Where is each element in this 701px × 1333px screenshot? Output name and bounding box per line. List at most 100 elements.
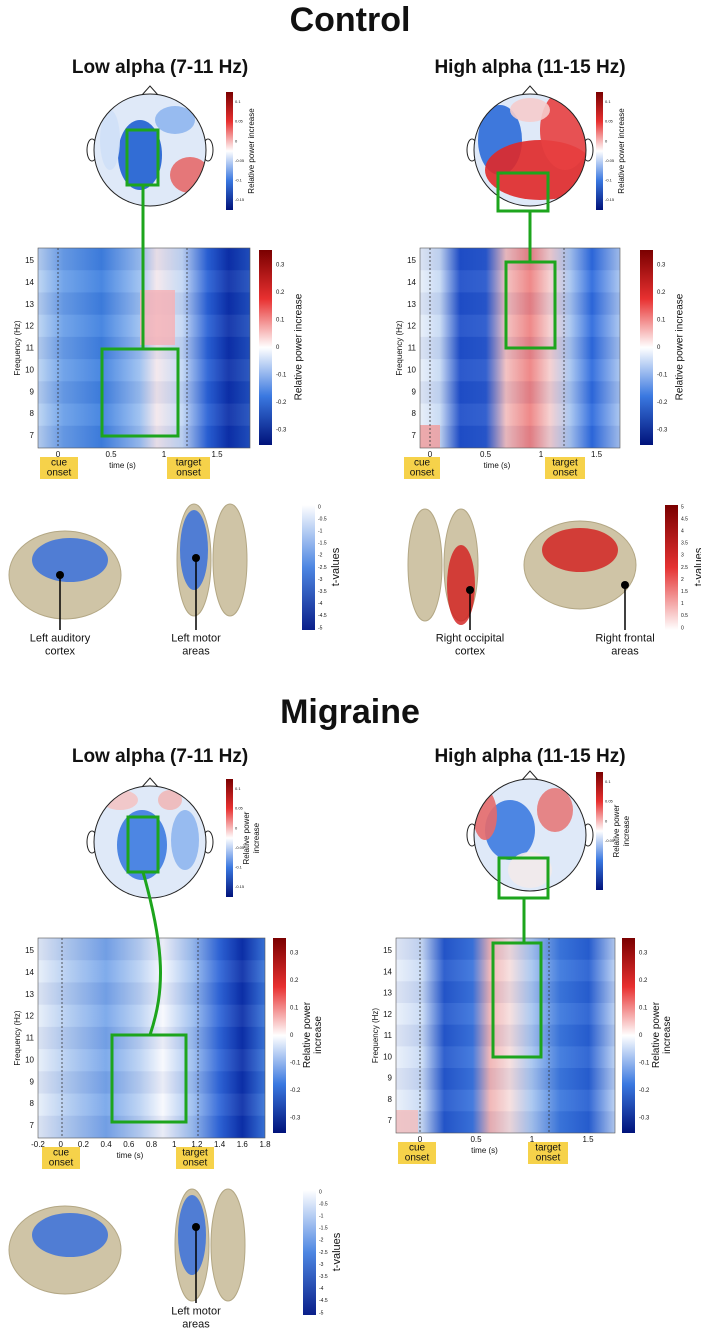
tfr-colorbar-tick: -0.1 — [290, 1061, 301, 1067]
brain-colorbar-tick: -2 — [318, 553, 323, 559]
y-axis-label: Frequency (Hz) — [13, 1010, 22, 1065]
tfr-highlight — [100, 347, 180, 438]
region-label: areas — [182, 645, 210, 657]
brain-colorbar-tick: -3.5 — [318, 589, 327, 595]
tfr-colorbar-label: increase — [662, 1016, 673, 1054]
x-tick-label: -0.2 — [31, 1140, 45, 1149]
tfr-highlight — [491, 941, 543, 1059]
tfr-colorbar-tick: 0.3 — [639, 951, 648, 957]
x-axis-label: time (s) — [484, 461, 511, 470]
topo-colorbar-tick: 0 — [605, 138, 608, 143]
y-tick-label: 10 — [25, 365, 34, 374]
nose — [521, 85, 539, 96]
x-tick-label: 0 — [418, 1135, 423, 1144]
tfr-row — [396, 981, 615, 1003]
topo-colorbar-tick: 0.05 — [605, 119, 614, 124]
tfr-colorbar-tick: -0.3 — [639, 1116, 650, 1122]
tfr-row — [420, 292, 620, 315]
tfr-row — [396, 1003, 615, 1025]
cue-box — [40, 457, 78, 479]
tfr-colorbar-tick: 0.1 — [639, 1006, 648, 1012]
y-tick-label: 11 — [26, 1034, 35, 1043]
tfr-colorbar-tick: -0.3 — [290, 1116, 301, 1122]
y-axis-label: Frequency (Hz) — [395, 320, 404, 375]
topo-colorbar-tick: 0.1 — [605, 99, 611, 104]
tfr-row — [396, 938, 615, 960]
y-tick-label: 8 — [30, 1099, 35, 1108]
brain-activation — [32, 538, 108, 582]
tfr-row — [38, 1049, 265, 1072]
brain-colorbar-tick: -1 — [318, 529, 323, 535]
topo-colorbar-tick: 0.1 — [235, 786, 241, 791]
brain-colorbar-tick: -1 — [319, 1214, 324, 1220]
topo-blob — [537, 788, 573, 832]
target-box — [167, 457, 210, 479]
y-tick-label: 7 — [412, 431, 417, 440]
x-tick-label: 1 — [530, 1135, 535, 1144]
y-axis-label: Frequency (Hz) — [13, 320, 22, 375]
tfr-row — [420, 359, 620, 382]
topo-outline — [473, 778, 587, 892]
topo-colorbar-label: increase — [622, 815, 631, 846]
brain-colorbar-tick: -1.5 — [319, 1226, 328, 1232]
brain-colorbar-label: t-values — [331, 1232, 343, 1271]
pointer-dot — [56, 571, 64, 579]
cue-box — [42, 1147, 80, 1169]
tfr-colorbar — [640, 250, 653, 445]
brain-top-right — [212, 503, 248, 617]
brain-colorbar-tick: -3 — [319, 1262, 324, 1268]
tfr-colorbar-tick: 0 — [290, 1033, 294, 1039]
tfr-row — [420, 248, 620, 271]
brain-colorbar-tick: 4 — [681, 529, 684, 535]
region-label: Left motor — [171, 1305, 221, 1317]
tfr-colorbar-tick: 0 — [639, 1033, 643, 1039]
topo-colorbar-tick: 0.05 — [605, 799, 614, 804]
x-tick-label: 1.8 — [259, 1140, 271, 1149]
y-tick-label: 10 — [407, 365, 416, 374]
brain-colorbar-tick: -4 — [319, 1286, 324, 1292]
tfr-row — [420, 270, 620, 293]
tfr-colorbar-tick: 0.3 — [290, 951, 299, 957]
region-label: cortex — [45, 645, 75, 657]
x-tick-label: 0.5 — [470, 1135, 482, 1144]
region-label: Left motor — [171, 632, 221, 644]
x-tick-label: 0.8 — [146, 1140, 158, 1149]
tfr-colorbar — [273, 938, 286, 1133]
target-label: onset — [176, 468, 201, 479]
y-tick-label: 14 — [383, 967, 392, 976]
topo-colorbar-tick: -0.05 — [235, 845, 245, 850]
y-tick-label: 12 — [25, 1012, 34, 1021]
panel-title: High alpha (11-15 Hz) — [434, 57, 625, 78]
tfr-frame — [419, 247, 621, 449]
tfr-frame — [37, 937, 266, 1139]
brain-colorbar-tick: -5 — [319, 1310, 324, 1316]
tfr-row — [38, 359, 250, 382]
target-label: target — [182, 1148, 208, 1159]
topo-blob — [474, 790, 497, 840]
tfr-colorbar-label: Relative power increase — [294, 293, 305, 400]
y-tick-label: 12 — [25, 322, 34, 331]
topo-blob — [102, 790, 138, 810]
brain-colorbar-tick: -4.5 — [319, 1298, 328, 1304]
region-label: Right frontal — [595, 632, 654, 644]
brain-colorbar-tick: -4.5 — [318, 613, 327, 619]
link-line — [141, 871, 162, 1036]
target-label: target — [535, 1143, 561, 1154]
brain-colorbar-tick: 1.5 — [681, 589, 688, 595]
tfr-row — [38, 381, 250, 404]
region-label: cortex — [455, 645, 485, 657]
y-tick-label: 14 — [25, 968, 34, 977]
y-tick-label: 13 — [25, 990, 34, 999]
y-tick-label: 7 — [30, 431, 35, 440]
topo-colorbar-tick: -0.1 — [605, 177, 613, 182]
x-tick-label: 1.6 — [237, 1140, 249, 1149]
topo-colorbar-tick: 0.1 — [235, 99, 241, 104]
y-tick-label: 11 — [408, 344, 417, 353]
tfr-colorbar-tick: -0.3 — [657, 428, 668, 434]
y-tick-label: 9 — [30, 1077, 35, 1086]
cue-label: cue — [409, 1143, 426, 1154]
x-tick-label: 0.5 — [480, 450, 492, 459]
tfr-row — [396, 959, 615, 982]
tfr-colorbar — [259, 250, 272, 445]
